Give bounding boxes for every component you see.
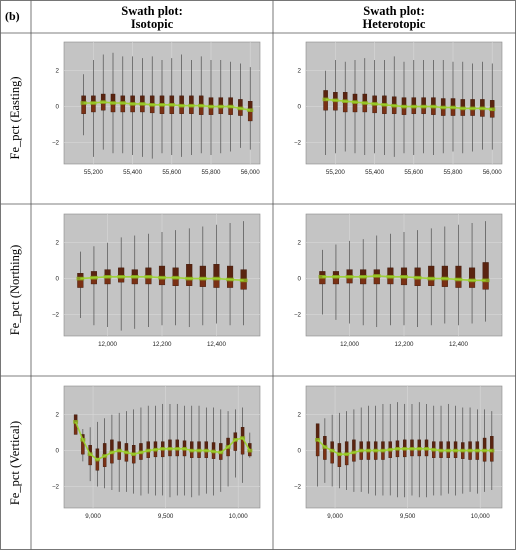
x-tick-label: 55,600	[162, 169, 181, 176]
x-tick-label: 12,400	[207, 341, 226, 348]
box-upper	[428, 265, 435, 279]
box-upper	[110, 439, 114, 453]
y-tick-label: −2	[294, 311, 302, 318]
box-chart: −2 0 2 55,200 55,400 55,600 55,800 56,000	[52, 41, 261, 176]
x-tick-label: 55,200	[84, 169, 103, 176]
x-tick-label: 56,000	[483, 169, 502, 176]
median-band	[247, 448, 253, 453]
median-trend-line	[83, 101, 251, 111]
row-label-easting: Fe_pct (Easting)	[8, 77, 22, 160]
x-tick-label: 9,000	[327, 513, 343, 520]
box-upper	[455, 265, 462, 280]
y-tick-label: 0	[56, 104, 60, 111]
y-tick-label: 2	[56, 68, 60, 75]
row-label-vertical: Fe_pct (Vertical)	[8, 421, 22, 505]
x-tick-label: 55,800	[202, 169, 221, 176]
panel-tag: (b)	[5, 9, 20, 23]
box-upper	[490, 436, 494, 451]
box-upper	[102, 443, 107, 457]
box-lower	[315, 439, 320, 457]
box-lower	[337, 453, 342, 467]
box-upper	[441, 265, 448, 279]
x-tick-label: 55,600	[404, 169, 423, 176]
box-upper	[213, 264, 220, 279]
x-tick-label: 12,200	[153, 341, 172, 348]
x-tick-label: 12,400	[449, 341, 468, 348]
x-tick-label: 55,400	[365, 169, 384, 176]
box-chart: −2 0 2 55,200 55,400 55,600 55,800 56,000	[294, 41, 503, 176]
chart-panels: −2 0 2 55,200 55,400 55,600 55,800 56,000 −2 0 2 55…	[52, 41, 503, 520]
box-upper	[468, 267, 476, 281]
box-upper	[186, 264, 193, 279]
box-upper	[199, 265, 206, 279]
box-upper	[315, 423, 320, 441]
y-tick-label: 2	[56, 412, 60, 419]
row-label-northing: Fe_pct (Northing)	[8, 245, 22, 336]
y-tick-label: 2	[56, 240, 60, 247]
y-tick-label: 0	[298, 448, 302, 455]
box-upper	[352, 439, 356, 453]
x-tick-label: 55,200	[326, 169, 345, 176]
col-header-heterotopic-line1: Swath plot:	[363, 4, 424, 18]
box-chart: −2 0 2 12,000 12,200 12,400	[52, 213, 261, 348]
x-tick-label: 12,000	[98, 341, 117, 348]
y-tick-label: −2	[52, 483, 60, 490]
box-lower	[330, 450, 334, 464]
median-trend-line	[80, 275, 244, 282]
median-band	[322, 97, 329, 102]
y-tick-label: 0	[56, 448, 60, 455]
x-tick-label: 55,400	[123, 169, 142, 176]
col-header-heterotopic-line2: Heterotopic	[363, 17, 426, 31]
y-tick-label: 2	[298, 68, 302, 75]
y-tick-label: −2	[52, 311, 60, 318]
box-chart: −2 0 2 9,000 9,500 10,000	[52, 385, 261, 520]
col-header-isotopic-line1: Swath plot:	[121, 4, 182, 18]
median-trend-line	[325, 98, 493, 111]
box-plot-item	[76, 251, 85, 319]
median-trend-line	[317, 439, 492, 455]
y-tick-label: 2	[298, 412, 302, 419]
x-tick-label: 56,000	[241, 169, 260, 176]
box-upper	[226, 265, 234, 280]
y-tick-label: −2	[52, 139, 60, 146]
box-upper	[344, 441, 349, 455]
x-tick-label: 55,800	[444, 169, 463, 176]
box-upper	[482, 262, 489, 281]
y-tick-label: 2	[298, 240, 302, 247]
y-tick-label: 0	[298, 104, 302, 111]
box-chart: −2 0 2 12,000 12,200 12,400	[294, 213, 503, 348]
x-tick-label: 10,000	[471, 513, 490, 520]
y-tick-label: −2	[294, 483, 302, 490]
median-trend-line	[322, 275, 486, 282]
x-tick-label: 9,000	[85, 513, 101, 520]
box-upper	[482, 437, 487, 451]
box-lower	[323, 446, 327, 460]
box-chart: −2 0 2 9,000 9,500 10,000	[294, 385, 503, 520]
median-band	[76, 276, 85, 281]
y-tick-label: 0	[298, 276, 302, 283]
y-tick-label: −2	[294, 139, 302, 146]
x-tick-label: 12,200	[395, 341, 414, 348]
x-tick-label: 12,000	[340, 341, 359, 348]
median-trend-line	[74, 421, 251, 461]
x-tick-label: 9,500	[400, 513, 416, 520]
col-header-isotopic-line2: Isotopic	[131, 17, 174, 31]
x-tick-label: 9,500	[158, 513, 174, 520]
y-tick-label: 0	[56, 276, 60, 283]
x-tick-label: 10,000	[229, 513, 248, 520]
